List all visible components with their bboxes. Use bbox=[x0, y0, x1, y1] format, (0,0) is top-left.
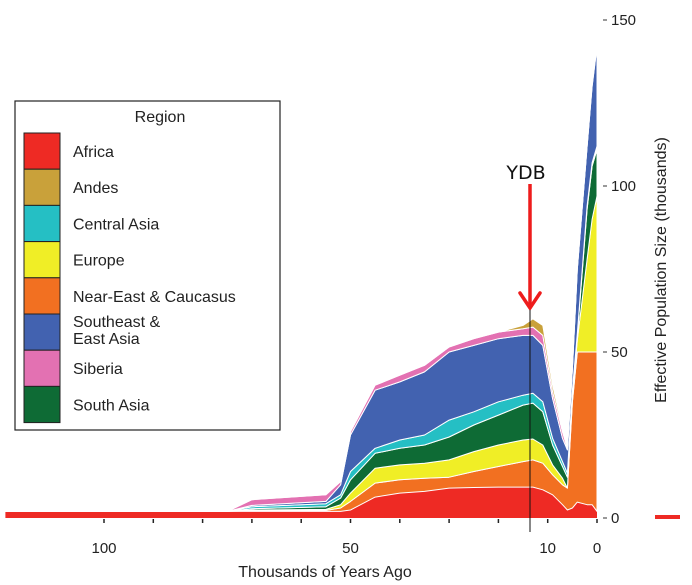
legend-swatch bbox=[23, 313, 61, 351]
area-andes bbox=[4, 42, 598, 512]
ydb-arrow-head bbox=[518, 291, 542, 312]
legend-label: Siberia bbox=[73, 361, 123, 378]
decorative-red-dash bbox=[655, 515, 680, 519]
x-axis-title: Thousands of Years Ago bbox=[238, 564, 412, 581]
legend-items: Africa Andes Central Asia Europe Near-East &… bbox=[23, 132, 236, 424]
legend-swatch bbox=[23, 241, 61, 279]
legend-swatch bbox=[23, 204, 61, 243]
legend-swatch bbox=[23, 277, 61, 315]
x-tick-label: 50 bbox=[342, 540, 359, 557]
y-axis-title: Effective Population Size (thousands) bbox=[653, 137, 670, 403]
y-tick-label: 0 bbox=[611, 510, 619, 527]
area-africa bbox=[5, 487, 597, 518]
legend-swatch bbox=[23, 349, 61, 387]
africa-baseline-strip bbox=[8, 512, 118, 518]
ydb-annotation: YDB bbox=[505, 162, 546, 532]
x-tick-label: 10 bbox=[539, 540, 556, 557]
x-axis: 100 50 10 0 bbox=[91, 519, 601, 557]
x-tick-label: 100 bbox=[91, 540, 116, 557]
legend-swatch bbox=[23, 132, 61, 170]
legend-label: Europe bbox=[73, 253, 125, 270]
legend-swatch bbox=[23, 168, 61, 206]
legend-label: Andes bbox=[73, 180, 118, 197]
legend-label: Southeast & East Asia bbox=[73, 314, 161, 348]
y-tick-label: 50 bbox=[611, 344, 628, 361]
ydb-label: YDB bbox=[505, 162, 545, 184]
legend-swatch bbox=[23, 385, 61, 424]
legend: Region Africa Andes Central Asia Europe Near… bbox=[14, 100, 281, 431]
area-layers bbox=[4, 42, 598, 518]
legend-label: South Asia bbox=[73, 397, 150, 414]
legend-label: Central Asia bbox=[73, 216, 159, 233]
legend-label: Near-East & Caucasus bbox=[73, 289, 236, 306]
legend-title: Region bbox=[135, 109, 186, 126]
legend-label: Africa bbox=[73, 144, 114, 161]
x-tick-label: 0 bbox=[593, 540, 601, 557]
y-tick-label: 150 bbox=[611, 12, 636, 29]
y-axis: 0 50 100 150 bbox=[603, 12, 636, 527]
y-tick-label: 100 bbox=[611, 178, 636, 195]
